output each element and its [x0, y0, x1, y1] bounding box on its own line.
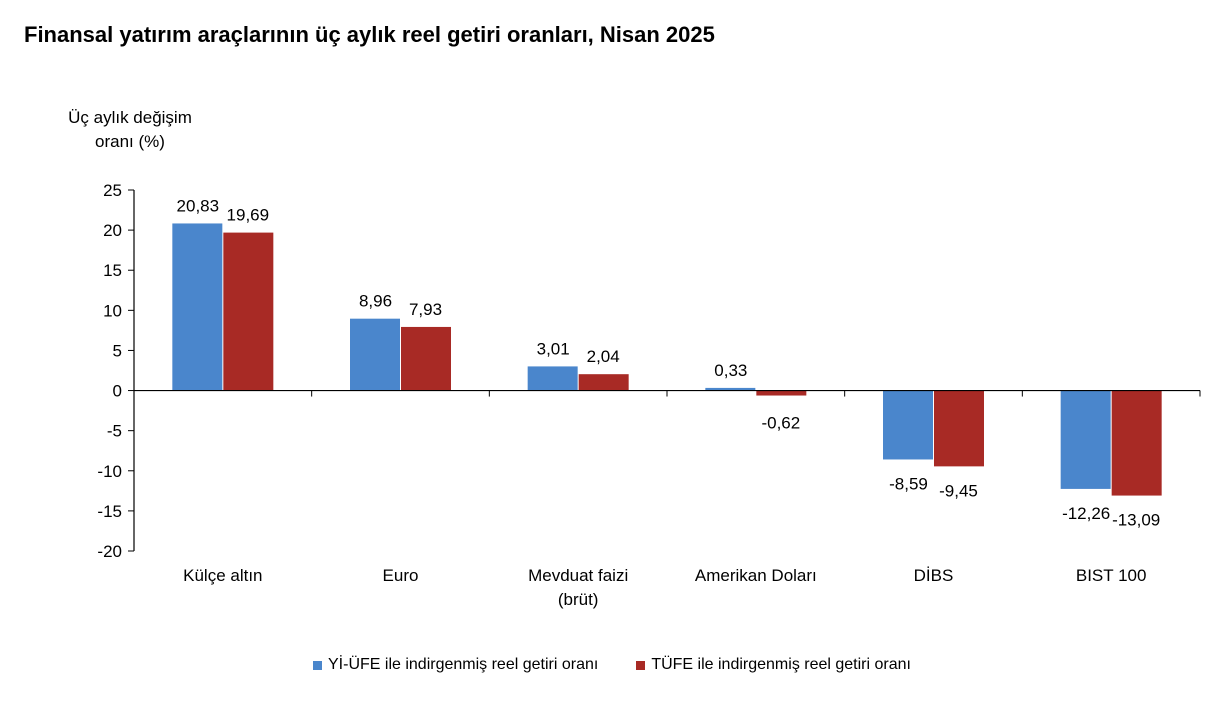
- y-tick-label: 5: [113, 341, 122, 360]
- data-label-series-2: -0,62: [761, 414, 800, 433]
- x-category-label: Amerikan Doları: [695, 566, 817, 585]
- data-label-series-1: 8,96: [359, 292, 392, 311]
- x-category-label: Mevduat faizi: [528, 566, 628, 585]
- bar-series-2: [934, 390, 984, 467]
- data-label-series-1: 20,83: [177, 196, 220, 215]
- data-label-series-1: 0,33: [714, 361, 747, 380]
- bar-series-1: [172, 223, 223, 391]
- legend-item-series-1: Yİ-ÜFE ile indirgenmiş reel getiri oranı: [313, 656, 598, 674]
- bar-series-2: [756, 390, 807, 396]
- bar-series-2: [1111, 390, 1162, 496]
- bar-series-1: [883, 390, 933, 460]
- chart-title: Finansal yatırım araçlarının üç aylık re…: [24, 22, 715, 47]
- y-tick-label: -5: [107, 422, 122, 441]
- legend-swatch-series-1: [313, 660, 322, 670]
- y-tick-label: 0: [113, 382, 122, 401]
- data-label-series-2: -9,45: [939, 481, 978, 500]
- y-tick-label: -20: [97, 542, 122, 561]
- bar-series-2: [401, 326, 451, 391]
- bar-series-1: [1060, 390, 1111, 489]
- data-label-series-1: -8,59: [889, 474, 928, 493]
- data-label-series-2: -13,09: [1112, 511, 1160, 530]
- bar-series-1: [350, 318, 400, 391]
- legend-label-series-2: TÜFE ile indirgenmiş reel getiri oranı: [651, 656, 911, 673]
- y-axis-title-line-2: oranı (%): [95, 132, 165, 151]
- y-tick-label: -10: [97, 462, 122, 481]
- data-label-series-1: 3,01: [537, 339, 570, 358]
- legend: Yİ-ÜFE ile indirgenmiş reel getiri oranı…: [0, 656, 1224, 674]
- legend-swatch-series-2: [636, 660, 646, 670]
- legend-label-series-1: Yİ-ÜFE ile indirgenmiş reel getiri oranı: [328, 656, 599, 673]
- bar-series-2: [578, 374, 629, 391]
- bar-series-1: [705, 387, 756, 391]
- y-axis-title: Üç aylık değişim oranı (%): [40, 106, 220, 154]
- y-axis-title-line-1: Üç aylık değişim: [68, 108, 192, 127]
- x-category-label: Külçe altın: [183, 566, 262, 585]
- data-label-series-2: 19,69: [227, 206, 270, 225]
- y-tick-label: 25: [103, 181, 122, 200]
- y-tick-label: 15: [103, 261, 122, 280]
- bar-series-1: [527, 366, 578, 391]
- x-category-label: Euro: [383, 566, 419, 585]
- bar-series-2: [223, 232, 274, 391]
- data-label-series-1: -12,26: [1062, 504, 1110, 523]
- data-label-series-2: 2,04: [587, 347, 620, 366]
- x-category-label: DİBS: [914, 566, 954, 585]
- y-tick-label: 20: [103, 221, 122, 240]
- data-label-series-2: 7,93: [409, 300, 442, 319]
- x-category-label: (brüt): [558, 590, 599, 609]
- legend-item-series-2: TÜFE ile indirgenmiş reel getiri oranı: [636, 656, 911, 674]
- x-category-label: BIST 100: [1076, 566, 1147, 585]
- y-tick-label: 10: [103, 301, 122, 320]
- y-tick-label: -15: [97, 502, 122, 521]
